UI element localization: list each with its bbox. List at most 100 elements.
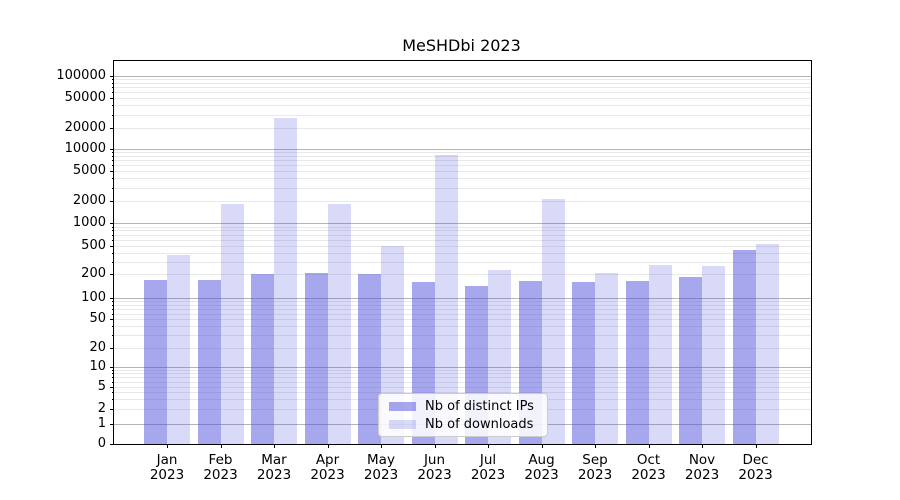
y-minor-tick-mark bbox=[112, 83, 114, 85]
gridline-minor bbox=[114, 156, 811, 158]
x-tick-month: Jun bbox=[423, 452, 446, 468]
y-minor-tick-mark bbox=[112, 370, 114, 371]
gridline-minor bbox=[114, 392, 811, 394]
y-tick-mark bbox=[110, 367, 114, 368]
y-tick-label: 2 bbox=[97, 401, 106, 416]
y-tick-mark bbox=[110, 319, 114, 320]
x-tick-year: 2023 bbox=[417, 467, 452, 483]
y-minor-tick-mark bbox=[112, 92, 114, 94]
y-tick-mark bbox=[110, 409, 114, 410]
x-tick-label-apr: Apr 2023 bbox=[296, 453, 360, 483]
bar-distinct-ips-apr bbox=[304, 272, 328, 444]
gridline-minor bbox=[114, 240, 811, 241]
y-tick-mark bbox=[110, 128, 114, 129]
y-tick-label: 5 bbox=[97, 379, 106, 394]
x-tick-mark bbox=[488, 444, 489, 448]
x-tick-month: Sep bbox=[582, 452, 608, 468]
y-tick-mark bbox=[110, 76, 114, 77]
y-minor-tick-mark bbox=[112, 114, 114, 116]
x-tick-mark bbox=[755, 444, 757, 448]
gridline-minor bbox=[114, 79, 811, 81]
y-minor-tick-mark bbox=[112, 399, 114, 401]
y-minor-tick-mark bbox=[112, 261, 114, 263]
bar-downloads-nov bbox=[702, 266, 725, 444]
y-tick-mark bbox=[110, 149, 114, 150]
x-tick-month: May bbox=[367, 452, 395, 468]
y-tick-mark bbox=[110, 424, 114, 425]
y-minor-tick-mark bbox=[112, 313, 114, 315]
bar-downloads-mar bbox=[274, 117, 297, 444]
y-minor-tick-mark bbox=[112, 377, 114, 379]
bar-downloads-sep bbox=[595, 272, 618, 444]
gridline-minor bbox=[114, 201, 811, 202]
gridline-minor bbox=[114, 87, 811, 89]
bar-distinct-ips-oct bbox=[625, 280, 649, 444]
y-tick-mark bbox=[110, 444, 114, 445]
bar-distinct-ips-sep bbox=[572, 281, 595, 444]
gridline-minor bbox=[114, 370, 811, 371]
y-tick-mark bbox=[110, 201, 114, 202]
y-minor-tick-mark bbox=[112, 252, 114, 254]
y-minor-tick-mark bbox=[112, 178, 114, 180]
x-tick-label-may: May 2023 bbox=[349, 453, 413, 483]
y-tick-mark bbox=[110, 387, 114, 388]
y-tick-mark bbox=[110, 98, 114, 99]
y-minor-tick-mark bbox=[112, 373, 114, 375]
y-tick-label: 1 bbox=[97, 416, 106, 431]
y-tick-mark bbox=[110, 298, 114, 299]
x-tick-year: 2023 bbox=[631, 467, 666, 483]
x-tick-label-jun: Jun 2023 bbox=[403, 453, 467, 483]
y-minor-tick-mark bbox=[112, 326, 114, 328]
gridline-minor bbox=[114, 83, 811, 85]
y-tick-mark bbox=[110, 223, 114, 224]
bar-downloads-dec bbox=[755, 244, 779, 444]
y-minor-tick-mark bbox=[112, 160, 114, 162]
bar-downloads-feb bbox=[220, 203, 244, 444]
y-tick-label: 100000 bbox=[56, 68, 106, 83]
gridline-minor bbox=[114, 373, 811, 375]
x-tick-mark bbox=[220, 444, 222, 448]
y-tick-label: 2000 bbox=[72, 193, 106, 208]
gridline-major bbox=[114, 298, 811, 299]
y-minor-tick-mark bbox=[112, 152, 114, 154]
y-tick-label: 0 bbox=[97, 436, 106, 451]
x-tick-month: Apr bbox=[315, 452, 340, 468]
x-tick-label-jul: Jul 2023 bbox=[456, 453, 520, 483]
x-tick-label-jan: Jan 2023 bbox=[135, 453, 199, 483]
bar-downloads-jun bbox=[434, 154, 458, 444]
gridline-minor bbox=[114, 387, 811, 388]
x-tick-mark bbox=[541, 444, 543, 448]
x-tick-label-dec: Dec 2023 bbox=[724, 453, 788, 483]
y-tick-label: 20000 bbox=[64, 120, 106, 135]
gridline-minor bbox=[114, 230, 811, 232]
x-tick-year: 2023 bbox=[363, 467, 399, 483]
x-tick-mark bbox=[381, 444, 382, 448]
x-tick-month: Feb bbox=[208, 452, 233, 468]
gridline-minor bbox=[114, 152, 811, 154]
gridline-minor bbox=[114, 381, 811, 383]
x-tick-month: Oct bbox=[636, 452, 661, 468]
x-tick-year: 2023 bbox=[524, 467, 559, 483]
gridline-minor bbox=[114, 261, 811, 263]
x-tick-mark bbox=[274, 444, 275, 448]
gridline-minor bbox=[114, 226, 811, 228]
gridline-major bbox=[114, 223, 811, 224]
gridline-minor bbox=[114, 105, 811, 107]
y-minor-tick-mark bbox=[112, 156, 114, 158]
y-tick-label: 500 bbox=[81, 238, 106, 253]
bar-distinct-ips-mar bbox=[251, 274, 274, 444]
gridline-minor bbox=[114, 98, 811, 99]
x-tick-mark bbox=[167, 444, 168, 448]
gridline-minor bbox=[114, 308, 811, 310]
y-tick-label: 50000 bbox=[64, 90, 106, 105]
x-tick-year: 2023 bbox=[203, 467, 238, 483]
gridline-minor bbox=[114, 246, 811, 247]
y-minor-tick-mark bbox=[112, 105, 114, 107]
gridline-major bbox=[114, 149, 811, 150]
x-tick-month: Jan bbox=[156, 452, 178, 468]
x-tick-label-nov: Nov 2023 bbox=[670, 453, 734, 483]
gridline-minor bbox=[114, 234, 811, 236]
x-tick-year: 2023 bbox=[684, 467, 720, 483]
x-tick-year: 2023 bbox=[256, 467, 292, 483]
x-tick-year: 2023 bbox=[577, 467, 613, 483]
